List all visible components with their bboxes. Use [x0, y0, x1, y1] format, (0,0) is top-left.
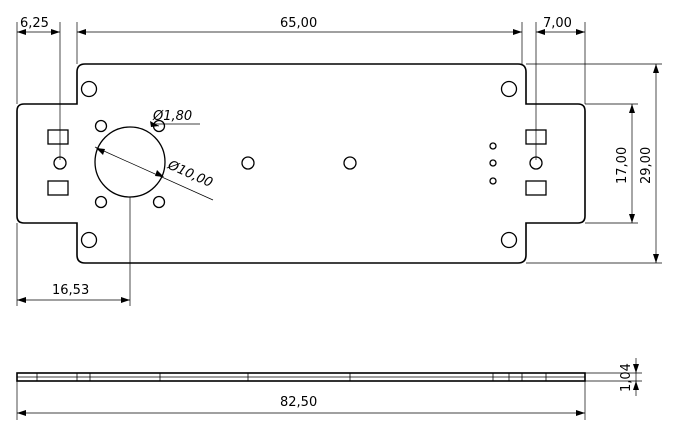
dim-right-margin: 7,00: [543, 16, 572, 31]
total-length-dimension: 82,50: [16, 381, 586, 420]
corner-hole-bottom-right: [500, 231, 518, 249]
dim-total-height: 29,00: [639, 147, 654, 184]
small-hole-2: [489, 159, 497, 167]
middle-hole-2: [343, 156, 357, 170]
side-view: [16, 372, 586, 382]
offset-dimension: 16,53: [16, 197, 131, 306]
dim-center-span: 65,00: [280, 16, 317, 31]
plate-outline: [16, 63, 586, 264]
small-hole-1: [489, 142, 497, 150]
small-hole-3: [489, 177, 497, 185]
right-slot-bottom: [525, 180, 547, 196]
corner-hole-top-left: [80, 80, 98, 98]
bolt-hole-3: [94, 195, 108, 209]
top-dimensions: 6,25 65,00 7,00: [16, 16, 586, 160]
dim-large-hole-diameter: Ø10,00: [164, 158, 214, 191]
bolt-hole-4: [152, 195, 166, 209]
right-dimensions: 17,00 29,00: [526, 63, 662, 264]
dim-left-margin: 6,25: [20, 16, 49, 31]
top-view: [16, 63, 586, 264]
left-slot-bottom: [47, 180, 69, 196]
large-hole: [94, 126, 166, 198]
dim-thickness: 1,04: [619, 363, 634, 392]
left-slot-top: [47, 129, 69, 145]
corner-hole-top-right: [500, 80, 518, 98]
dim-inner-height: 17,00: [615, 147, 630, 184]
thickness-dimension: 1,04: [585, 358, 642, 396]
dim-small-hole-diameter: Ø1,80: [152, 109, 192, 124]
bolt-hole-1: [94, 119, 108, 133]
dim-center-offset: 16,53: [52, 283, 89, 298]
dim-total-length: 82,50: [280, 395, 317, 410]
middle-hole-1: [241, 156, 255, 170]
corner-hole-bottom-left: [80, 231, 98, 249]
